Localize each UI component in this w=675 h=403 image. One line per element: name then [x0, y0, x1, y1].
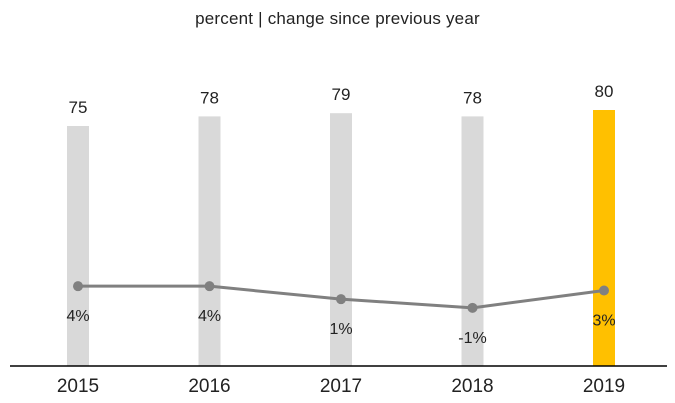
change-label-2017: 1% — [329, 321, 352, 338]
x-tick-label-2018: 2018 — [451, 376, 493, 397]
x-tick-label-2017: 2017 — [320, 376, 362, 397]
chart-subtitle: percent | change since previous year — [195, 9, 480, 28]
change-point-2019 — [599, 285, 609, 296]
bar-label-2015: 75 — [69, 98, 88, 117]
x-tick-label-2019: 2019 — [583, 376, 625, 397]
x-tick-label-2015: 2015 — [57, 376, 99, 397]
change-point-2016 — [204, 281, 215, 292]
change-label-2015: 4% — [66, 308, 89, 325]
bar-2017 — [330, 113, 352, 366]
bar-2019 — [593, 110, 615, 366]
bar-label-2016: 78 — [200, 88, 219, 107]
bar-label-2018: 78 — [463, 88, 482, 107]
bar-2016 — [198, 116, 221, 367]
change-label-2016: 4% — [198, 308, 221, 325]
change-label-2019: 3% — [592, 313, 615, 330]
change-point-2017 — [336, 294, 346, 305]
bar-label-2019: 80 — [595, 82, 614, 101]
bar-label-2017: 79 — [332, 85, 351, 104]
change-point-2015 — [73, 281, 83, 292]
change-point-2018 — [467, 302, 478, 313]
change-label-2018: -1% — [458, 330, 486, 347]
bar-2018 — [461, 116, 484, 367]
bar-2015 — [67, 126, 89, 366]
x-tick-label-2016: 2016 — [188, 376, 230, 397]
